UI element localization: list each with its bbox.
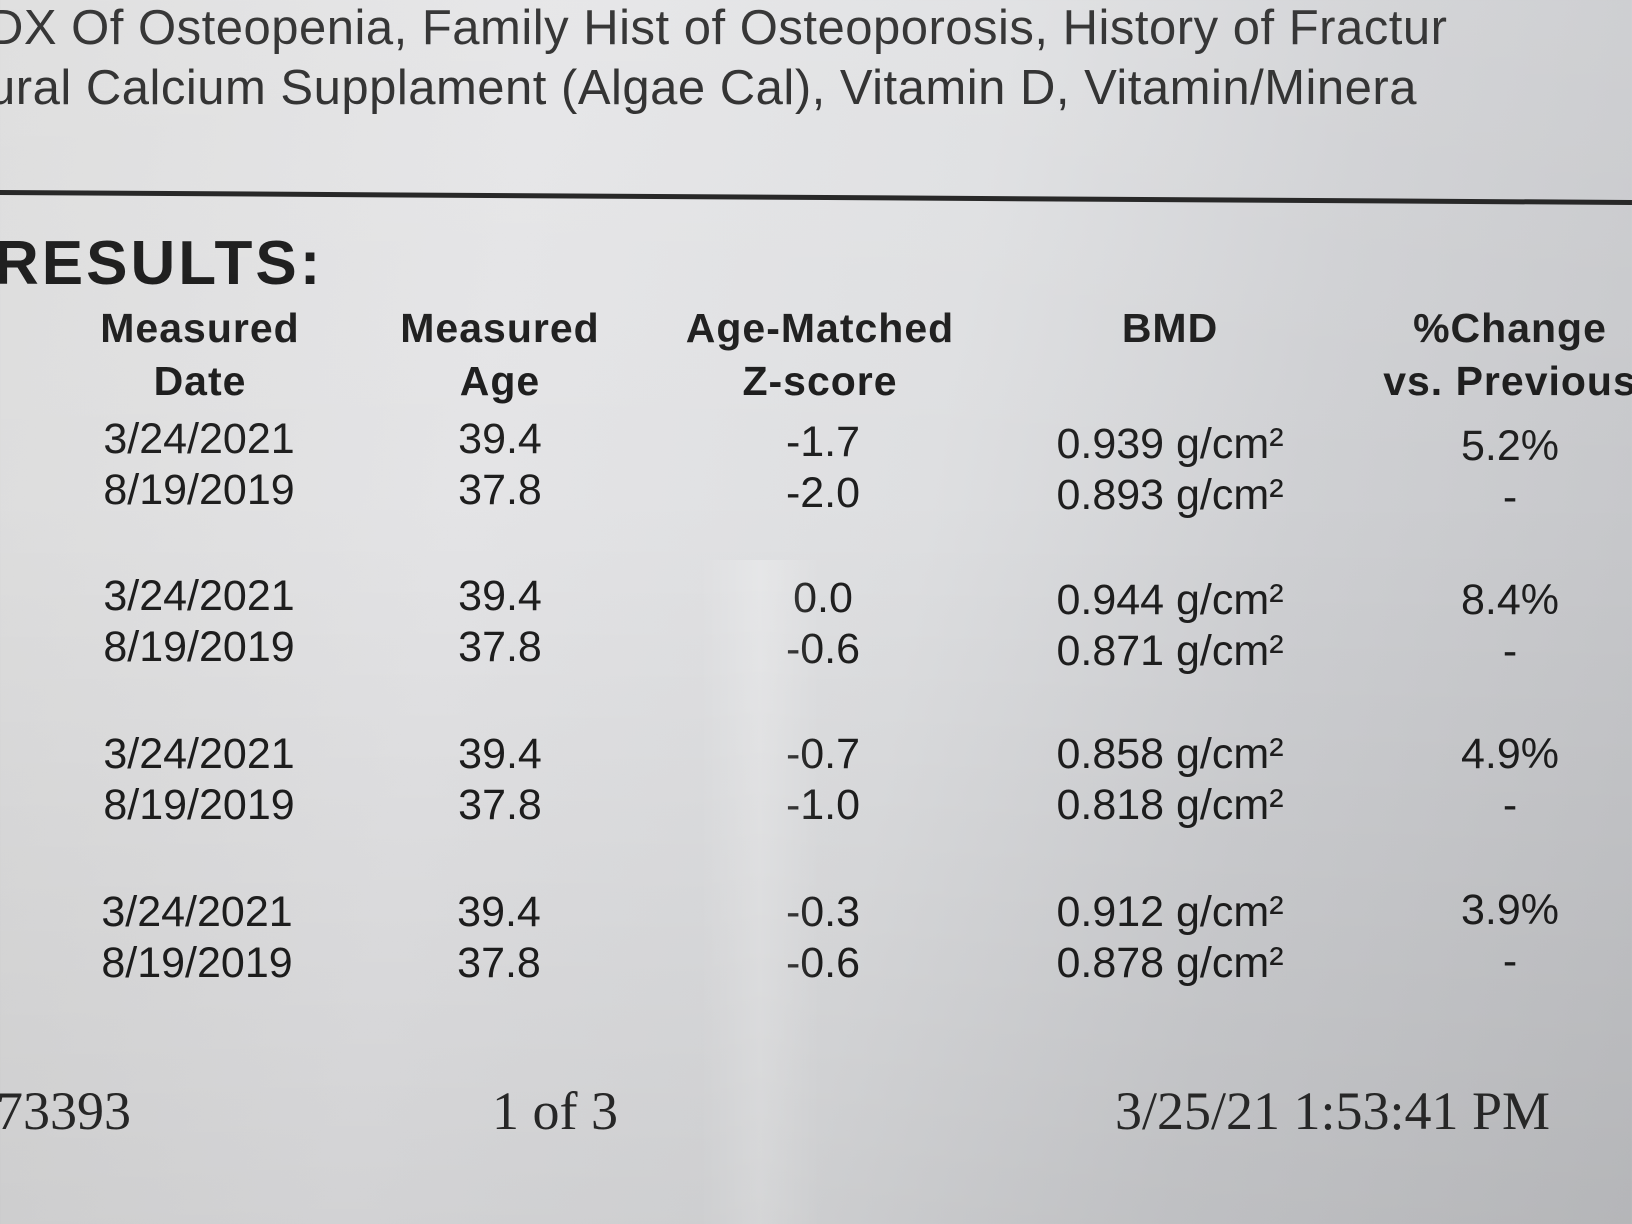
cell-z-score: -0.6: [785, 625, 861, 673]
cell-age: 37.8: [457, 939, 541, 987]
cell-percent-change: -: [1502, 781, 1518, 829]
cell-date: 8/19/2019: [101, 939, 293, 987]
cell-age: 37.8: [458, 623, 542, 671]
cell-percent-change: 3.9%: [1460, 886, 1560, 934]
cell-age: 37.8: [458, 466, 542, 514]
cell-bmd: 0.858 g/cm²: [1056, 730, 1284, 778]
cell-age: 39.4: [457, 888, 541, 936]
column-header-measured-age: Measured Age: [400, 305, 600, 404]
cell-z-score: -0.6: [785, 939, 861, 987]
cell-age: 37.8: [458, 781, 542, 829]
cell-date: 3/24/2021: [103, 572, 295, 620]
cell-date: 8/19/2019: [103, 466, 295, 514]
column-header-bmd: BMD: [1121, 305, 1219, 351]
column-header-z-score: Age-Matched Z-score: [685, 305, 955, 404]
cell-percent-change: 8.4%: [1460, 576, 1560, 624]
cell-date: 3/24/2021: [101, 888, 293, 936]
cell-z-score: -0.7: [785, 730, 861, 778]
cell-z-score: -1.7: [785, 418, 861, 466]
footer-patient-id: 73393: [0, 1081, 131, 1141]
cell-percent-change: 5.2%: [1460, 422, 1560, 470]
cell-z-score: -2.0: [785, 469, 861, 517]
column-header-measured-date: Measured Date: [100, 305, 300, 404]
cell-bmd: 0.944 g/cm²: [1056, 576, 1284, 624]
footer-page-number: 1 of 3: [492, 1081, 618, 1141]
cell-date: 8/19/2019: [103, 623, 295, 671]
cell-percent-change: -: [1502, 627, 1518, 675]
footer-timestamp: 3/25/21 1:53:41 PM: [1115, 1081, 1551, 1141]
cell-z-score: -1.0: [785, 781, 861, 829]
cell-date: 3/24/2021: [103, 730, 295, 778]
cell-age: 39.4: [458, 730, 542, 778]
cell-bmd: 0.878 g/cm²: [1056, 939, 1284, 987]
cell-bmd: 0.818 g/cm²: [1056, 781, 1284, 829]
section-divider: [0, 190, 1632, 205]
cell-age: 39.4: [458, 572, 542, 620]
cell-date: 8/19/2019: [103, 781, 295, 829]
cell-bmd: 0.871 g/cm²: [1056, 627, 1284, 675]
clinical-indications-line-1: DX Of Osteopenia, Family Hist of Osteopo…: [0, 1, 1448, 55]
cell-date: 3/24/2021: [103, 415, 295, 463]
cell-percent-change: -: [1502, 937, 1518, 985]
cell-z-score: 0.0: [793, 574, 853, 622]
column-header-percent-change: %Change vs. Previous: [1383, 305, 1632, 404]
cell-bmd: 0.939 g/cm²: [1056, 420, 1284, 468]
cell-percent-change: -: [1502, 473, 1518, 521]
cell-z-score: -0.3: [785, 888, 861, 936]
cell-bmd: 0.912 g/cm²: [1056, 888, 1284, 936]
results-heading: RESULTS:: [0, 229, 324, 298]
cell-age: 39.4: [458, 415, 542, 463]
cell-bmd: 0.893 g/cm²: [1056, 471, 1284, 519]
cell-percent-change: 4.9%: [1460, 730, 1560, 778]
clinical-indications-line-2: ural Calcium Supplament (Algae Cal), Vit…: [0, 61, 1417, 115]
